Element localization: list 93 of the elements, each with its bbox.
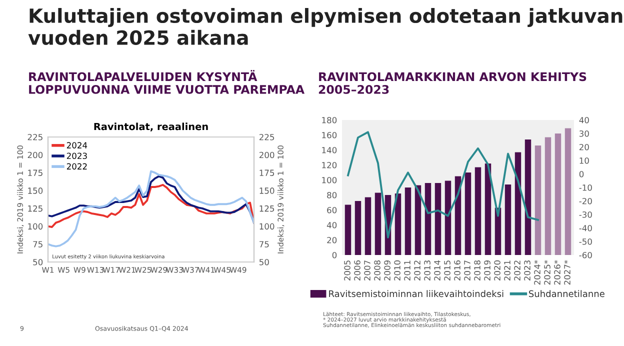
y-tick-label: 225 — [28, 134, 42, 140]
bar — [554, 134, 562, 255]
y-tick-label: 100 — [322, 176, 337, 184]
legend-label: 2023 — [66, 152, 87, 160]
bar — [394, 194, 402, 255]
y2-tick-label: 30 — [579, 130, 589, 137]
x-tick-label: 2027* — [564, 260, 570, 285]
x-tick-label: 2015 — [444, 260, 450, 280]
y2-tick-label: 200 — [259, 152, 274, 158]
y2-tick-label: 225 — [259, 134, 274, 140]
x-tick-label: 2016 — [454, 260, 460, 280]
y2-tick-label: 75 — [260, 241, 269, 248]
x-tick-label: 2009 — [384, 260, 390, 280]
y-tick-label: 125 — [28, 205, 42, 212]
bar — [464, 172, 472, 255]
text: Kuluttajien ostovoiman elpymisen odotetaan jatkuvan vuoden 2025 aikana — [28, 8, 622, 45]
x-tick-label: 2014 — [434, 260, 440, 280]
legend-label: 2022 — [66, 163, 87, 170]
x-tick-label: 2022 — [514, 260, 520, 280]
y2-tick-label: 125 — [260, 205, 274, 212]
bar — [354, 201, 362, 255]
x-tick-label: 2012 — [414, 260, 420, 280]
x-tick-label: 2005 — [344, 260, 350, 280]
bar — [434, 183, 442, 255]
x-tick-label: 2024* — [534, 260, 540, 285]
x-tick-label: 2021 — [504, 260, 510, 280]
line-series — [48, 184, 254, 228]
y-tick-label: 175 — [28, 170, 42, 176]
chart-title: Ravintolat, reaalinen — [94, 122, 208, 132]
y2-tick-label: -40 — [579, 224, 592, 232]
bar — [364, 197, 372, 255]
y-tick-label: 0 — [332, 252, 337, 258]
y2-tick-label: 40 — [579, 116, 589, 124]
bar — [564, 128, 572, 255]
x-tick-label: 2019 — [484, 260, 490, 280]
y-tick-label: 50 — [33, 258, 43, 266]
y-tick-label: 180 — [322, 116, 337, 124]
y-tick-label: 150 — [28, 188, 43, 194]
line-series — [347, 131, 539, 238]
y-tick-label: 140 — [322, 146, 337, 154]
y-tick-label: 80 — [327, 192, 337, 198]
x-tick-label: 2007 — [364, 260, 370, 280]
bar — [484, 164, 492, 255]
bar — [454, 176, 462, 255]
y-tick-label: 75 — [33, 241, 42, 248]
bar — [514, 152, 522, 255]
y2-tick-label: -10 — [579, 184, 592, 191]
legend-label: Suhdannetilanne — [528, 290, 604, 298]
x-tick-label: 2008 — [374, 260, 380, 280]
x-tick-label: 2017 — [464, 260, 470, 280]
y2-tick-label: -30 — [579, 211, 592, 218]
y2-tick-label: -60 — [579, 252, 592, 258]
y-tick-label: 200 — [28, 152, 43, 158]
y-tick-label: 160 — [322, 132, 337, 138]
y2-tick-label: 20 — [579, 144, 589, 150]
legend-label: Ravitsemistoiminnan liikevaihtoindeksi — [329, 290, 504, 298]
x-tick-label: 2018 — [474, 260, 480, 280]
bar — [444, 180, 452, 255]
y-tick-label: 100 — [28, 223, 43, 230]
bar — [544, 137, 552, 255]
y2-tick-label: 100 — [260, 223, 274, 230]
bar — [504, 184, 512, 255]
y-tick-label: 120 — [322, 162, 337, 168]
bar — [414, 185, 422, 255]
x-tick-label: 2010 — [394, 260, 400, 280]
x-tick-label: 2026* — [554, 260, 560, 285]
y2-tick-label: 50 — [260, 258, 269, 266]
bar — [344, 204, 352, 255]
x-tick-label: 2023 — [524, 260, 530, 280]
bar — [474, 167, 482, 255]
y-tick-label: 40 — [326, 222, 337, 228]
legend-label: 2024 — [66, 142, 88, 148]
chart-title: RAVINTOLAMARKKINAN ARVON KEHITYS 2005–2023 — [318, 72, 586, 94]
y2-tick-label: 10 — [580, 157, 589, 164]
line-series — [48, 170, 254, 248]
text: RAVINTOLAPALVELUIDEN KYSYNTÄ LOPPUVUONNA VIIME VUOTTA PAREMPAA — [29, 70, 304, 94]
y-tick-label: 60 — [327, 206, 337, 214]
y2-tick-label: 150 — [260, 188, 274, 194]
bar — [424, 183, 432, 255]
y-tick-label: 20 — [327, 236, 337, 244]
y2-tick-label: -20 — [579, 198, 592, 204]
x-tick-label: 2020 — [494, 260, 500, 280]
x-tick-label: 2006 — [354, 260, 360, 280]
x-tick-label: 2025* — [544, 260, 550, 285]
x-tick-label: 2013 — [424, 260, 430, 280]
bar — [404, 188, 412, 255]
x-tick-label: 2011 — [404, 260, 410, 280]
bar — [524, 140, 532, 255]
y2-tick-label: -50 — [579, 238, 592, 245]
bar — [374, 192, 382, 255]
y2-tick-label: 0 — [579, 170, 584, 178]
bar — [534, 146, 542, 255]
y2-tick-label: 175 — [260, 170, 274, 176]
